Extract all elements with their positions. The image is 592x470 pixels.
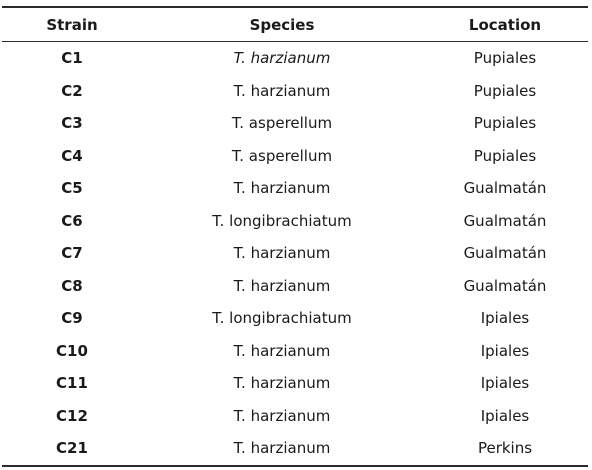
cell-species: T. harzianum [233, 49, 331, 68]
table-row: C8 T. harzianum Gualmatán [2, 270, 588, 303]
table-row: C4 T. asperellum Pupiales [2, 140, 588, 173]
cell-location: Ipiales [480, 341, 530, 360]
cell-location: Ipiales [480, 374, 530, 393]
cell-strain: C21 [56, 439, 88, 458]
cell-strain: C6 [61, 211, 83, 230]
cell-strain: C9 [61, 309, 83, 328]
table-row: C3 T. asperellum Pupiales [2, 107, 588, 140]
cell-location: Pupiales [473, 114, 537, 133]
cell-species: T. harzianum [233, 276, 331, 295]
cell-species: T. harzianum [233, 439, 331, 458]
column-header-species: Species [249, 15, 315, 34]
cell-location: Gualmatán [463, 276, 547, 295]
cell-strain: C12 [56, 406, 88, 425]
cell-location: Ipiales [480, 309, 530, 328]
cell-species: T. longibrachiatum [212, 309, 352, 328]
cell-species: T. harzianum [233, 374, 331, 393]
table-row: C6 T. longibrachiatum Gualmatán [2, 205, 588, 238]
header-row: Strain Species Location [2, 7, 588, 42]
cell-strain: C11 [56, 374, 88, 393]
table-body: C1 T. harzianum Pupiales C2 T. harzianum… [2, 42, 588, 466]
table-row: C10 T. harzianum Ipiales [2, 335, 588, 368]
cell-species: T. harzianum [233, 179, 331, 198]
strain-table: Strain Species Location C1 T. harzianum … [2, 6, 588, 467]
cell-species: T. harzianum [233, 341, 331, 360]
table-row: C11 T. harzianum Ipiales [2, 367, 588, 400]
cell-strain: C4 [61, 146, 83, 165]
cell-location: Pupiales [473, 49, 537, 68]
column-header-location: Location [468, 15, 542, 34]
cell-species: T. harzianum [233, 244, 331, 263]
column-header-strain: Strain [46, 15, 98, 34]
cell-location: Perkins [477, 439, 533, 458]
table-row: C12 T. harzianum Ipiales [2, 400, 588, 433]
cell-location: Gualmatán [463, 244, 547, 263]
table-row: C9 T. longibrachiatum Ipiales [2, 302, 588, 335]
cell-species: T. longibrachiatum [212, 211, 352, 230]
cell-location: Ipiales [480, 406, 530, 425]
table-row: C21 T. harzianum Perkins [2, 432, 588, 466]
cell-strain: C1 [61, 49, 83, 68]
cell-location: Pupiales [473, 81, 537, 100]
cell-location: Gualmatán [463, 211, 547, 230]
cell-strain: C8 [61, 276, 83, 295]
cell-species: T. harzianum [233, 81, 331, 100]
table-row: C1 T. harzianum Pupiales [2, 42, 588, 75]
cell-species: T. harzianum [233, 406, 331, 425]
cell-species: T. asperellum [231, 114, 333, 133]
cell-strain: C10 [56, 341, 88, 360]
table-row: C5 T. harzianum Gualmatán [2, 172, 588, 205]
cell-location: Gualmatán [463, 179, 547, 198]
table-row: C2 T. harzianum Pupiales [2, 75, 588, 108]
cell-location: Pupiales [473, 146, 537, 165]
cell-strain: C3 [61, 114, 83, 133]
strain-table-container: Strain Species Location C1 T. harzianum … [2, 6, 588, 467]
cell-strain: C2 [61, 81, 83, 100]
table-header: Strain Species Location [2, 7, 588, 42]
cell-strain: C5 [61, 179, 83, 198]
cell-species: T. asperellum [231, 146, 333, 165]
cell-strain: C7 [61, 244, 83, 263]
table-row: C7 T. harzianum Gualmatán [2, 237, 588, 270]
